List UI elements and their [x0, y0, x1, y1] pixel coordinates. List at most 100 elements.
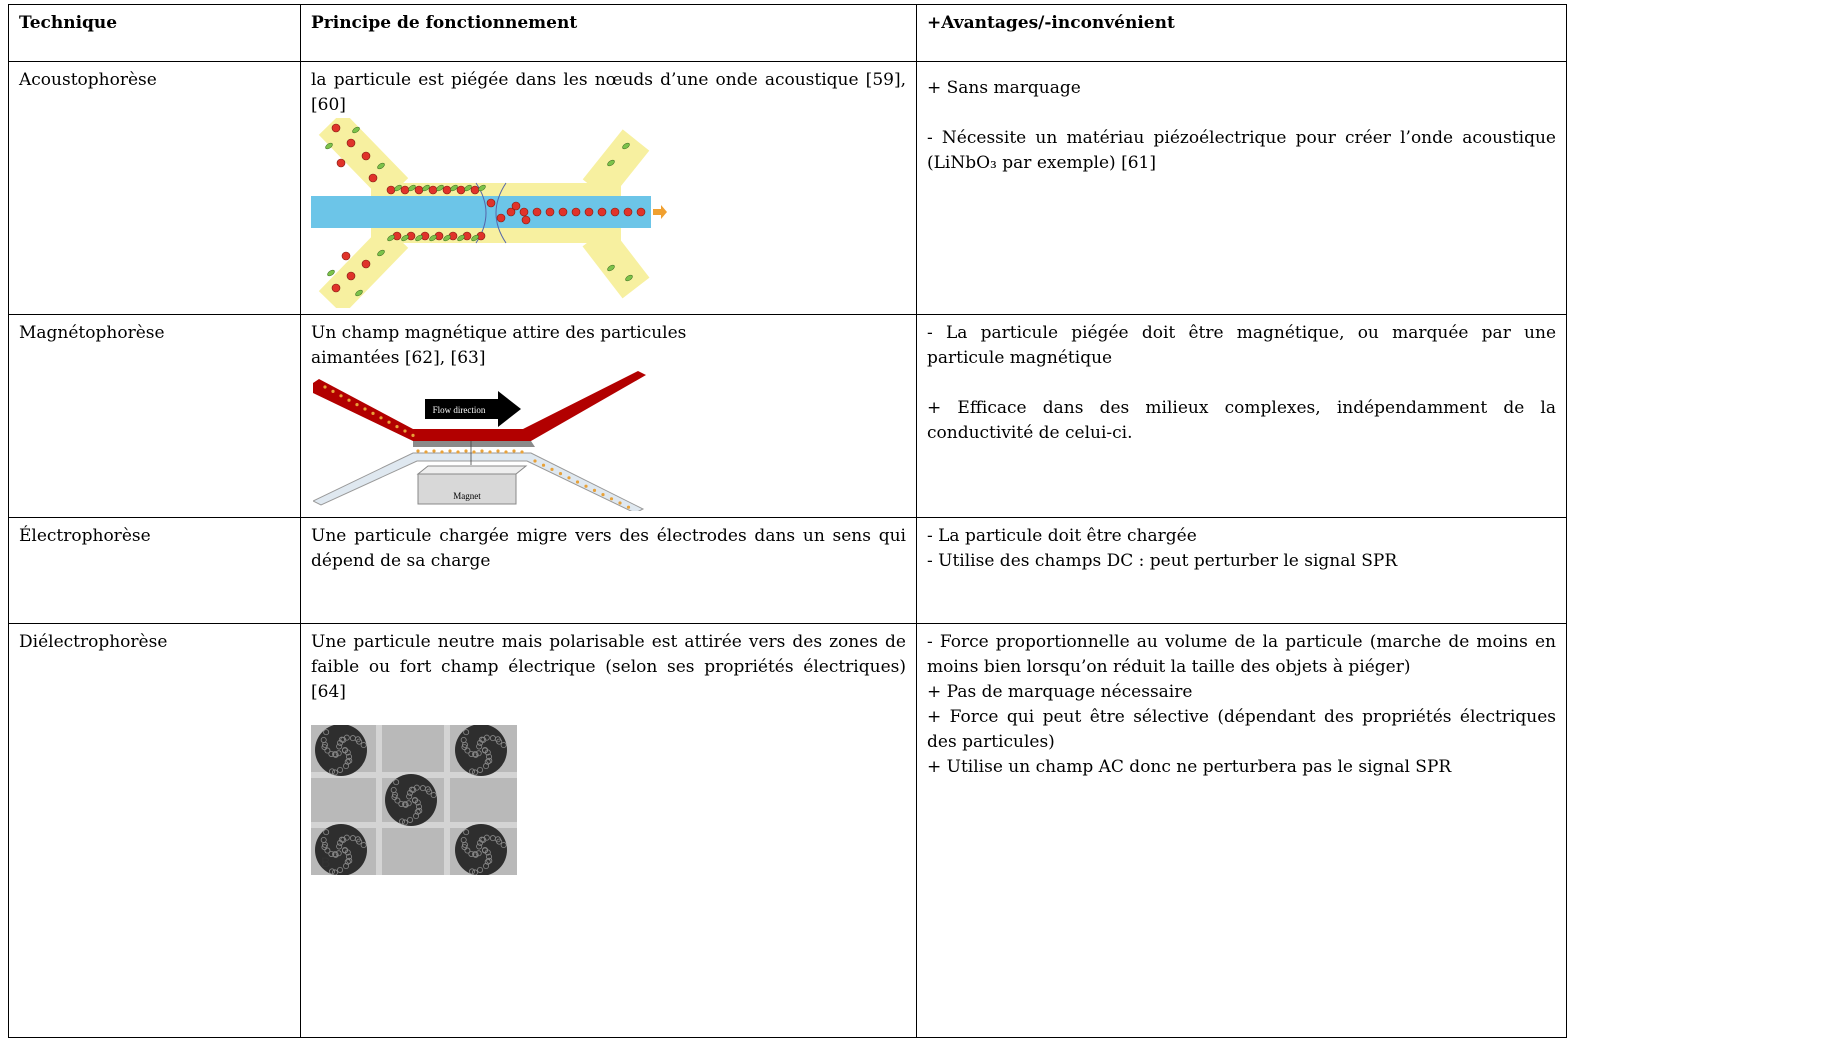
particle — [407, 789, 414, 796]
particle — [463, 729, 470, 736]
channel-side — [413, 441, 535, 447]
particle — [430, 792, 437, 799]
particle — [411, 797, 418, 804]
particle — [332, 851, 339, 858]
particle — [411, 433, 415, 437]
particle — [610, 207, 620, 217]
particle — [607, 159, 615, 167]
particle — [401, 819, 408, 826]
particle — [346, 271, 356, 281]
particle — [393, 779, 400, 786]
particle — [335, 750, 342, 757]
particle — [519, 207, 529, 217]
particle — [481, 747, 488, 754]
header-row: Technique Principe de fonctionnement +Av… — [8, 4, 1567, 62]
particle — [368, 173, 378, 183]
particle — [387, 234, 395, 242]
particle — [488, 450, 492, 454]
particle — [424, 450, 428, 454]
particle — [337, 866, 344, 873]
particle — [337, 766, 344, 773]
header-cell: Principe de fonctionnement — [300, 4, 917, 62]
particle — [346, 757, 353, 764]
pros-cons-item: - La particule doit être chargée — [927, 526, 1197, 546]
center-flow — [311, 196, 651, 228]
particle — [597, 207, 607, 217]
particle — [471, 869, 478, 875]
principle-text: Une particule neutre mais polarisable es… — [311, 632, 906, 702]
particle — [558, 472, 563, 476]
particle — [415, 234, 423, 242]
particle — [403, 429, 407, 433]
particle — [636, 207, 646, 217]
pros-cons-cell: - Force proportionnelle au volume de la … — [916, 623, 1567, 1038]
particle — [607, 264, 615, 272]
particle — [464, 184, 472, 192]
particle — [496, 213, 506, 223]
particle — [440, 450, 444, 454]
particle — [475, 750, 482, 757]
particle — [394, 184, 402, 192]
particle — [476, 743, 483, 750]
particle — [321, 741, 328, 748]
particle — [461, 741, 468, 748]
particle — [346, 857, 353, 864]
particle-cluster — [455, 824, 507, 875]
particle — [484, 858, 491, 865]
particle — [339, 394, 343, 398]
particle — [575, 480, 580, 484]
figure-label: B — [321, 854, 330, 870]
particle — [622, 142, 630, 150]
particle-cluster — [315, 725, 367, 776]
particle — [623, 207, 633, 217]
particle — [480, 736, 487, 743]
side-channel — [318, 224, 409, 308]
particle — [481, 847, 488, 854]
particle — [323, 729, 330, 736]
row: Acoustophorèse la particule est piégée d… — [8, 61, 1567, 315]
header-cell: +Avantages/-inconvénient — [916, 4, 1567, 62]
magnet-top — [416, 465, 528, 475]
particle — [414, 185, 424, 195]
principle-text: Une particule chargée migre vers des éle… — [311, 526, 906, 571]
particle — [402, 801, 409, 808]
channel — [313, 371, 646, 441]
particle — [422, 184, 430, 192]
particle — [336, 158, 346, 168]
principle-cell: Une particule chargée migre vers des éle… — [300, 517, 917, 624]
particle — [464, 449, 468, 453]
technique-cell: Magnétophorèse — [8, 314, 301, 518]
particle — [457, 234, 465, 242]
particle — [323, 829, 330, 836]
particle — [448, 449, 452, 453]
comparison-table: Technique Principe de fonctionnement +Av… — [8, 4, 1567, 1038]
particle — [541, 463, 546, 467]
particle — [461, 844, 468, 851]
particle — [571, 207, 581, 217]
particle — [349, 835, 356, 842]
particle — [416, 807, 423, 814]
particle — [341, 251, 351, 261]
particle — [324, 747, 331, 754]
pros-cons-item: + Utilise un champ AC donc ne perturbera… — [927, 757, 1452, 777]
particle — [469, 868, 476, 875]
particle — [609, 497, 614, 501]
particle — [398, 800, 405, 807]
particle — [489, 835, 496, 842]
particle — [545, 207, 555, 217]
particle — [504, 450, 508, 454]
particle — [360, 842, 367, 849]
particle — [471, 769, 478, 776]
principle-text: Un champ magnétique attire des particule… — [311, 323, 687, 368]
particle — [337, 739, 344, 746]
particle-cluster — [455, 725, 507, 776]
particle — [477, 866, 484, 873]
flow-arrow — [425, 391, 521, 427]
particle — [405, 800, 412, 807]
particle — [476, 843, 483, 850]
particle — [521, 215, 531, 225]
particle — [340, 836, 347, 843]
particle — [511, 201, 521, 211]
particle — [401, 234, 409, 242]
pros-cons-cell: - La particule piégée doit être magnétiq… — [916, 314, 1567, 518]
